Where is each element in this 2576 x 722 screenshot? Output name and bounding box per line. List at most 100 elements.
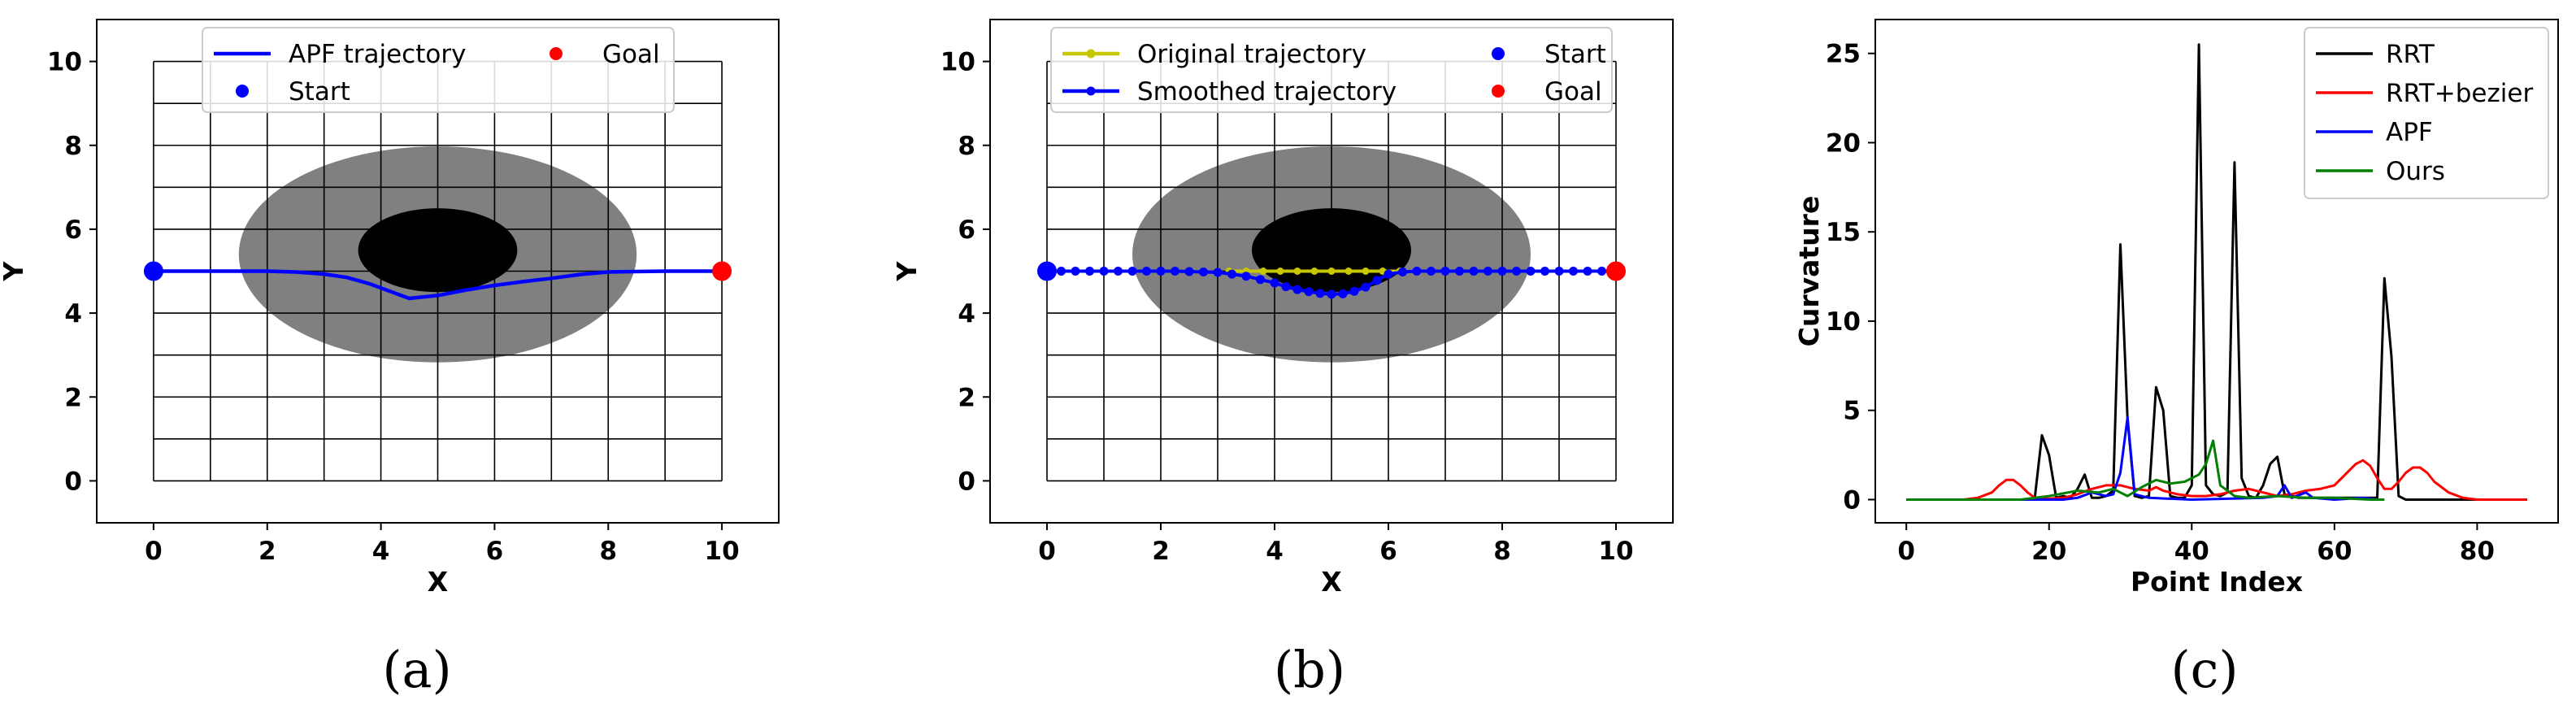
series-line-ours <box>1906 439 2385 501</box>
series-marker-smoothed-trajectory <box>1184 267 1194 276</box>
series-marker-smoothed-trajectory <box>1057 267 1066 276</box>
series-marker-original-trajectory <box>1310 267 1318 275</box>
series-marker-smoothed-trajectory <box>1372 276 1382 285</box>
y-tick-label: 10 <box>1826 307 1861 337</box>
x-tick-label: 10 <box>705 537 740 566</box>
x-tick-label: 0 <box>145 537 163 566</box>
legend-swatch-start <box>1492 47 1505 60</box>
series-marker-smoothed-trajectory <box>1512 267 1521 276</box>
series-marker-smoothed-trajectory <box>1597 267 1606 276</box>
series-marker-smoothed-trajectory <box>1583 267 1592 276</box>
axes-frame <box>989 19 1674 524</box>
series-marker-original-trajectory <box>1276 267 1284 275</box>
y-axis-label: Curvature <box>1793 196 1825 347</box>
y-tick-label: 6 <box>958 215 975 245</box>
y-tick-label: 5 <box>1843 397 1861 426</box>
legend-label-smoothed-trajectory: Smoothed trajectory <box>1137 77 1397 107</box>
x-tick-label: 4 <box>1266 537 1284 566</box>
point-start <box>1037 261 1057 281</box>
x-axis-label: X <box>1321 566 1341 598</box>
series-marker-original-trajectory <box>1293 267 1301 275</box>
series-marker-smoothed-trajectory <box>1315 289 1325 298</box>
legend-label-rrt-bezier: RRT+bezier <box>2386 79 2533 108</box>
series-line-apf-trajectory <box>153 269 723 301</box>
series-marker-smoothed-trajectory <box>1199 267 1208 277</box>
series-marker-smoothed-trajectory <box>1142 267 1151 276</box>
y-tick-label: 8 <box>64 132 82 161</box>
caption-a: (a) <box>382 640 451 699</box>
legend-box <box>2304 27 2549 199</box>
series-marker-smoothed-trajectory <box>1338 289 1348 298</box>
y-tick-label: 4 <box>958 299 975 328</box>
y-tick-label: 10 <box>47 48 82 77</box>
legend-box <box>1050 27 1613 113</box>
series-marker-smoothed-trajectory <box>1241 272 1251 281</box>
x-tick-label: 40 <box>2174 537 2209 566</box>
point-goal <box>1606 261 1626 281</box>
series-marker-original-trajectory <box>1259 267 1267 275</box>
series-marker-original-trajectory <box>1344 267 1353 275</box>
y-tick-label: 4 <box>64 299 82 328</box>
series-marker-smoothed-trajectory <box>1071 267 1080 276</box>
series-marker-smoothed-trajectory <box>1412 267 1422 276</box>
series-marker-smoothed-trajectory <box>1569 267 1578 276</box>
series-marker-smoothed-trajectory <box>1497 267 1507 276</box>
series-marker-smoothed-trajectory <box>1114 267 1123 276</box>
legend-marker-original-trajectory <box>1086 49 1096 59</box>
series-marker-smoothed-trajectory <box>1327 289 1336 299</box>
x-tick-label: 8 <box>1493 537 1511 566</box>
series-marker-smoothed-trajectory <box>1227 269 1236 279</box>
x-tick-label: 80 <box>2460 537 2495 566</box>
y-tick-label: 6 <box>64 215 82 245</box>
series-marker-smoothed-trajectory <box>1099 267 1109 276</box>
y-tick-label: 8 <box>958 132 975 161</box>
x-tick-label: 2 <box>1152 537 1170 566</box>
y-tick-label: 20 <box>1826 128 1861 158</box>
x-tick-label: 60 <box>2317 537 2352 566</box>
series-line-rrt-bezier <box>1906 459 2527 501</box>
series-marker-smoothed-trajectory <box>1304 287 1314 297</box>
legend-label-ours: Ours <box>2386 157 2445 186</box>
series-marker-smoothed-trajectory <box>1384 269 1393 279</box>
series-marker-smoothed-trajectory <box>1398 267 1407 277</box>
panel-a-trajectory-plot: APF trajectory Start Goal 0 2 4 6 8 10 0 2 4 6 8 10 X Y <box>0 19 780 598</box>
series-marker-smoothed-trajectory <box>1292 285 1302 294</box>
x-axis-label: Point Index <box>2131 566 2303 598</box>
series-marker-smoothed-trajectory <box>1361 282 1371 292</box>
y-tick-label: 0 <box>1843 485 1861 515</box>
legend-label-apf: APF <box>2386 118 2433 147</box>
legend-label-start: Start <box>289 77 350 107</box>
legend-swatch-goal <box>550 47 563 60</box>
legend-swatch-goal <box>1492 85 1505 98</box>
x-axis-label: X <box>428 566 448 598</box>
series-marker-smoothed-trajectory <box>1270 278 1279 288</box>
series-marker-smoothed-trajectory <box>1085 267 1094 276</box>
series-marker-smoothed-trajectory <box>1455 267 1464 276</box>
x-tick-label: 8 <box>599 537 617 566</box>
series-marker-smoothed-trajectory <box>1440 267 1450 276</box>
x-tick-label: 0 <box>1038 537 1056 566</box>
series-marker-smoothed-trajectory <box>1281 282 1291 292</box>
legend-label-goal: Goal <box>602 40 660 69</box>
series-marker-smoothed-trajectory <box>1554 267 1564 276</box>
x-tick-label: 20 <box>2031 537 2066 566</box>
legend-label-original-trajectory: Original trajectory <box>1137 40 1366 69</box>
y-tick-label: 2 <box>64 383 82 412</box>
y-tick-label: 2 <box>958 383 975 412</box>
series-marker-smoothed-trajectory <box>1171 267 1179 276</box>
legend-label-start: Start <box>1544 40 1606 69</box>
y-tick-label: 10 <box>940 48 975 77</box>
x-tick-label: 10 <box>1598 537 1633 566</box>
point-start <box>143 261 163 281</box>
axes-frame <box>96 19 780 524</box>
caption-c: (c) <box>2170 640 2238 699</box>
panel-c-curvature-plot: RRT RRT+bezier APF Ours 0 20 40 60 80 0 5 10 15 20 25 P… <box>1793 19 2559 598</box>
legend-marker-smoothed-trajectory <box>1086 86 1096 96</box>
axes-frame <box>1874 19 2559 524</box>
x-tick-label: 4 <box>372 537 390 566</box>
series-marker-smoothed-trajectory <box>1156 267 1166 276</box>
legend-label-goal: Goal <box>1544 77 1602 107</box>
series-marker-smoothed-trajectory <box>1427 267 1436 276</box>
y-tick-label: 0 <box>64 467 82 496</box>
panel-b-trajectory-plot: Original trajectory Smoothed trajectory St… <box>891 19 1674 598</box>
